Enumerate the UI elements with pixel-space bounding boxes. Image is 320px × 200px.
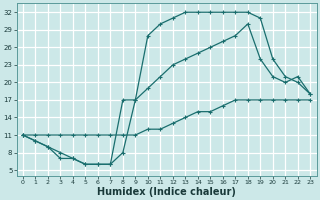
X-axis label: Humidex (Indice chaleur): Humidex (Indice chaleur) bbox=[97, 187, 236, 197]
